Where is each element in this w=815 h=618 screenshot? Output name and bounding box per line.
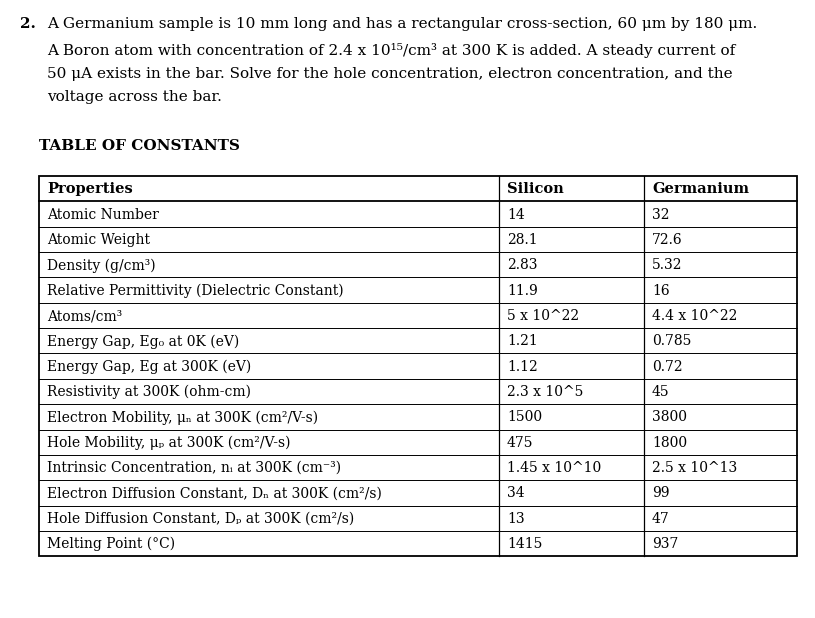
Text: 937: 937 — [652, 537, 678, 551]
Text: 1.45 x 10^10: 1.45 x 10^10 — [507, 461, 601, 475]
Text: 50 μA exists in the bar. Solve for the hole concentration, electron concentratio: 50 μA exists in the bar. Solve for the h… — [47, 67, 733, 81]
Text: Silicon: Silicon — [507, 182, 564, 197]
Text: Resistivity at 300K (ohm-cm): Resistivity at 300K (ohm-cm) — [47, 385, 251, 399]
Text: 16: 16 — [652, 284, 670, 298]
Text: 0.785: 0.785 — [652, 334, 691, 349]
Text: Hole Mobility, μₚ at 300K (cm²/V-s): Hole Mobility, μₚ at 300K (cm²/V-s) — [47, 436, 291, 450]
Text: Melting Point (°C): Melting Point (°C) — [47, 537, 175, 551]
Text: 1415: 1415 — [507, 537, 542, 551]
Text: Relative Permittivity (Dielectric Constant): Relative Permittivity (Dielectric Consta… — [47, 284, 344, 298]
Text: 475: 475 — [507, 436, 534, 450]
Text: 2.5 x 10^13: 2.5 x 10^13 — [652, 461, 738, 475]
Text: 28.1: 28.1 — [507, 233, 538, 247]
Text: Germanium: Germanium — [652, 182, 749, 197]
Text: 99: 99 — [652, 486, 669, 501]
Text: 72.6: 72.6 — [652, 233, 683, 247]
Text: 45: 45 — [652, 385, 670, 399]
Text: Energy Gap, Eg₀ at 0K (eV): Energy Gap, Eg₀ at 0K (eV) — [47, 334, 240, 349]
Text: A Germanium sample is 10 mm long and has a rectangular cross-section, 60 μm by 1: A Germanium sample is 10 mm long and has… — [47, 17, 757, 32]
Text: 14: 14 — [507, 208, 525, 222]
Text: 1500: 1500 — [507, 410, 542, 425]
Text: 5.32: 5.32 — [652, 258, 682, 273]
Text: Atomic Number: Atomic Number — [47, 208, 159, 222]
Text: Electron Diffusion Constant, Dₙ at 300K (cm²/s): Electron Diffusion Constant, Dₙ at 300K … — [47, 486, 382, 501]
Text: Hole Diffusion Constant, Dₚ at 300K (cm²/s): Hole Diffusion Constant, Dₚ at 300K (cm²… — [47, 512, 355, 526]
Text: Atomic Weight: Atomic Weight — [47, 233, 150, 247]
Text: voltage across the bar.: voltage across the bar. — [47, 90, 222, 104]
Text: Properties: Properties — [47, 182, 133, 197]
Text: 5 x 10^22: 5 x 10^22 — [507, 309, 579, 323]
Text: 2.: 2. — [20, 17, 36, 32]
Text: 0.72: 0.72 — [652, 360, 683, 374]
Text: 11.9: 11.9 — [507, 284, 538, 298]
Text: 1800: 1800 — [652, 436, 687, 450]
Text: 2.83: 2.83 — [507, 258, 537, 273]
Text: 32: 32 — [652, 208, 669, 222]
Text: 3800: 3800 — [652, 410, 687, 425]
Text: 1.12: 1.12 — [507, 360, 538, 374]
Bar — [39, 176, 797, 556]
Text: Intrinsic Concentration, nᵢ at 300K (cm⁻³): Intrinsic Concentration, nᵢ at 300K (cm⁻… — [47, 461, 341, 475]
Text: Energy Gap, Eg at 300K (eV): Energy Gap, Eg at 300K (eV) — [47, 360, 252, 374]
Text: 1.21: 1.21 — [507, 334, 538, 349]
Text: 2.3 x 10^5: 2.3 x 10^5 — [507, 385, 584, 399]
Text: 47: 47 — [652, 512, 670, 526]
Text: 13: 13 — [507, 512, 525, 526]
Text: TABLE OF CONSTANTS: TABLE OF CONSTANTS — [39, 139, 240, 153]
Text: Atoms/cm³: Atoms/cm³ — [47, 309, 122, 323]
Text: Electron Mobility, μₙ at 300K (cm²/V-s): Electron Mobility, μₙ at 300K (cm²/V-s) — [47, 410, 319, 425]
Text: 34: 34 — [507, 486, 525, 501]
Text: A Boron atom with concentration of 2.4 x 10¹⁵/cm³ at 300 K is added. A steady cu: A Boron atom with concentration of 2.4 x… — [47, 43, 735, 58]
Text: 4.4 x 10^22: 4.4 x 10^22 — [652, 309, 738, 323]
Text: Density (g/cm³): Density (g/cm³) — [47, 258, 156, 273]
